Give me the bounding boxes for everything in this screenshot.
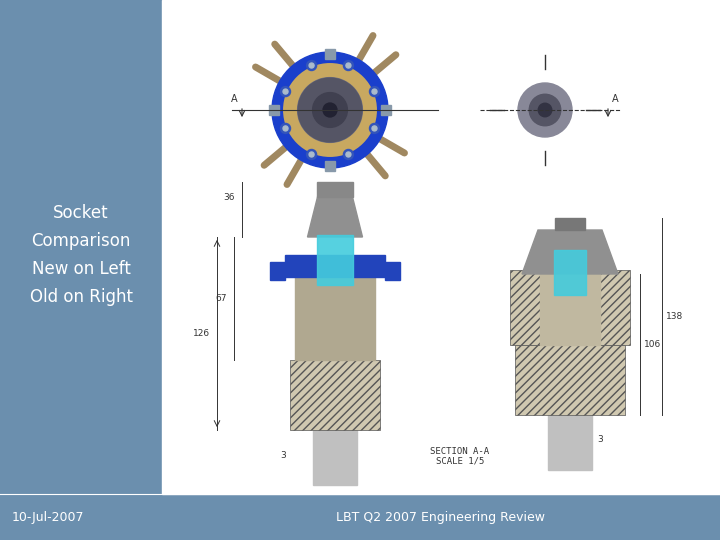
Text: A: A [230,94,238,104]
Circle shape [283,89,288,94]
Bar [510,270,540,345]
Text: 138: 138 [666,312,683,321]
Circle shape [307,150,317,159]
Circle shape [343,150,354,159]
Circle shape [312,92,347,127]
Circle shape [369,124,379,133]
Bar [317,182,353,197]
Bar [269,105,279,115]
Text: A: A [612,94,618,104]
Circle shape [369,86,379,97]
Text: 36: 36 [223,193,235,202]
Bar [540,270,600,345]
Bar [313,430,357,485]
Polygon shape [307,197,362,237]
Circle shape [539,103,552,117]
Circle shape [518,83,572,137]
Bar [515,345,625,415]
Bar [381,105,391,115]
Circle shape [272,52,388,168]
Circle shape [292,72,368,148]
Circle shape [307,60,317,71]
Bar [600,270,630,345]
Circle shape [298,78,362,142]
Text: 126: 126 [193,329,210,338]
Circle shape [529,94,561,126]
Text: LBT Q2 2007 Engineering Review: LBT Q2 2007 Engineering Review [336,510,546,523]
Bar [548,415,592,470]
Bar [313,430,357,485]
Text: 10-Jul-2007: 10-Jul-2007 [12,510,84,523]
Circle shape [372,89,377,94]
Bar [385,262,400,280]
Bar [295,270,375,360]
Bar [325,161,335,171]
Bar [295,270,375,360]
Circle shape [283,126,288,131]
Bar [325,49,335,59]
Circle shape [281,124,291,133]
Bar [270,262,285,280]
Text: SECTION A-A
SCALE 1/5: SECTION A-A SCALE 1/5 [431,447,490,466]
Text: 67: 67 [215,294,227,303]
Circle shape [309,152,314,157]
Bar [555,218,585,230]
Text: 106: 106 [644,340,661,349]
Circle shape [281,86,291,97]
Text: 3: 3 [597,435,603,444]
Bar [317,235,353,285]
Circle shape [309,63,314,68]
Circle shape [323,103,337,117]
Circle shape [372,126,377,131]
Polygon shape [522,230,618,274]
Circle shape [343,60,354,71]
Bar [285,255,385,277]
Bar [554,250,586,295]
Bar [290,360,380,430]
Circle shape [346,63,351,68]
Bar [162,0,720,494]
Text: Socket
Comparison
New on Left
Old on Right: Socket Comparison New on Left Old on Rig… [30,204,132,306]
Circle shape [346,152,351,157]
Text: 3: 3 [280,450,286,460]
